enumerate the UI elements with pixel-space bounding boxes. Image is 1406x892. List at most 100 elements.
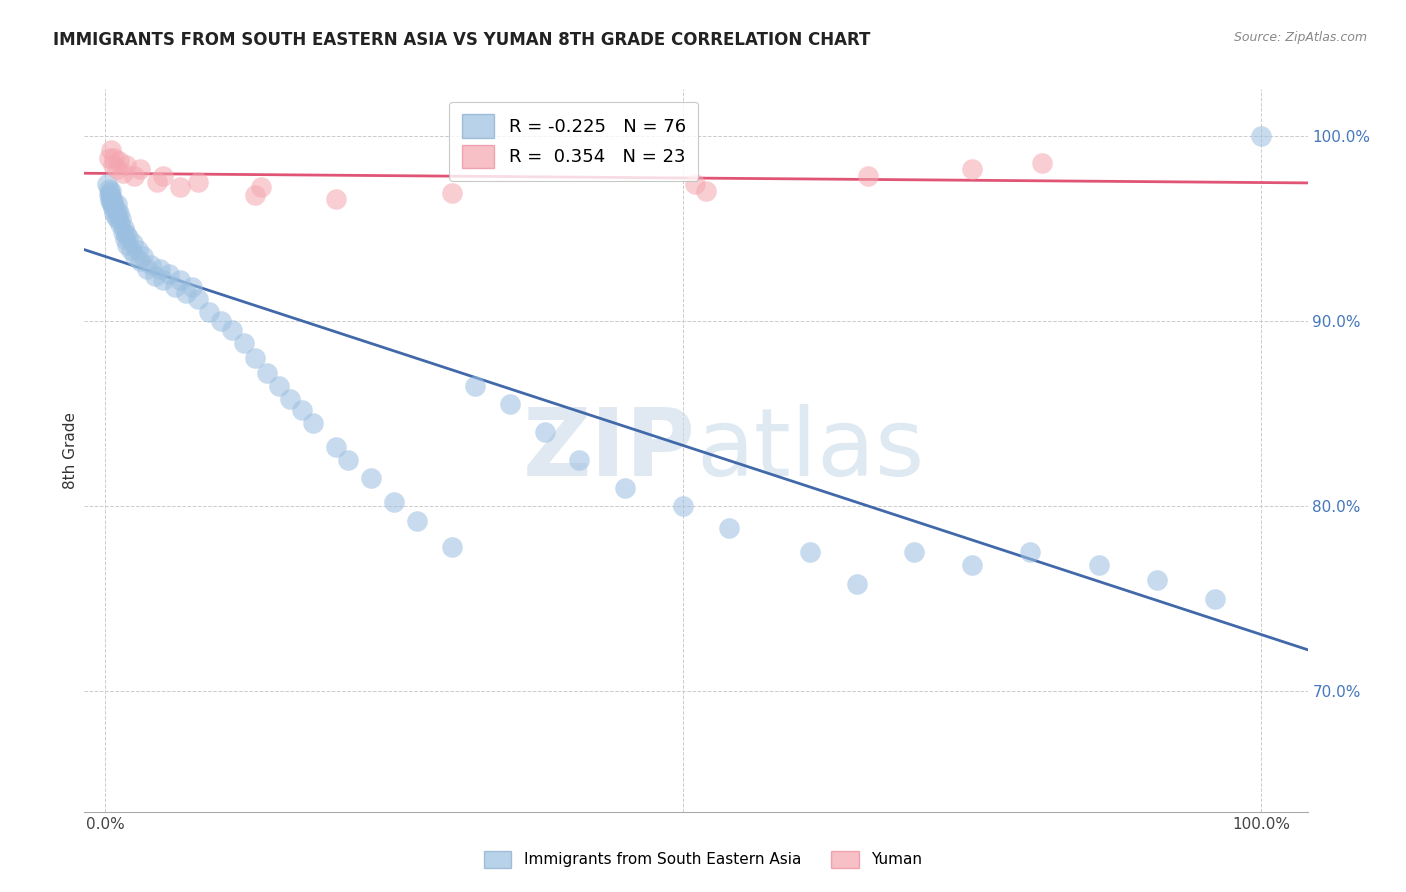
Point bbox=[112, 221, 135, 235]
Point bbox=[98, 186, 121, 200]
Point bbox=[101, 197, 124, 211]
Point bbox=[198, 304, 221, 318]
Point bbox=[325, 440, 347, 454]
Point bbox=[97, 187, 120, 202]
Point bbox=[135, 261, 157, 276]
Point bbox=[100, 184, 122, 198]
Point bbox=[962, 161, 984, 176]
Point bbox=[683, 177, 706, 191]
Point bbox=[245, 351, 267, 365]
Y-axis label: 8th Grade: 8th Grade bbox=[63, 412, 77, 489]
Point bbox=[111, 225, 134, 239]
Point bbox=[440, 540, 463, 554]
Point bbox=[100, 144, 122, 158]
Point bbox=[97, 182, 120, 196]
Point bbox=[250, 180, 273, 194]
Point bbox=[104, 210, 127, 224]
Point bbox=[440, 186, 463, 200]
Point bbox=[107, 211, 129, 226]
Point bbox=[101, 192, 124, 206]
Point bbox=[117, 230, 139, 244]
Point bbox=[127, 244, 149, 258]
Text: IMMIGRANTS FROM SOUTH EASTERN ASIA VS YUMAN 8TH GRADE CORRELATION CHART: IMMIGRANTS FROM SOUTH EASTERN ASIA VS YU… bbox=[53, 31, 870, 49]
Point bbox=[267, 378, 290, 392]
Point bbox=[97, 151, 120, 165]
Point bbox=[1146, 573, 1168, 587]
Point bbox=[256, 366, 278, 380]
Point bbox=[132, 249, 155, 263]
Point bbox=[221, 323, 243, 337]
Point bbox=[100, 189, 122, 203]
Point bbox=[143, 269, 166, 284]
Point bbox=[110, 211, 132, 226]
Point bbox=[302, 416, 325, 430]
Point bbox=[1019, 545, 1042, 559]
Point bbox=[111, 165, 134, 179]
Point bbox=[169, 273, 191, 287]
Text: atlas: atlas bbox=[696, 404, 924, 497]
Point bbox=[695, 184, 717, 198]
Legend: Immigrants from South Eastern Asia, Yuman: Immigrants from South Eastern Asia, Yuma… bbox=[478, 845, 928, 873]
Point bbox=[98, 194, 121, 208]
Point bbox=[614, 481, 637, 495]
Point bbox=[1204, 591, 1226, 606]
Point bbox=[568, 452, 591, 467]
Point bbox=[128, 161, 150, 176]
Point bbox=[406, 514, 429, 528]
Legend: R = -0.225   N = 76, R =  0.354   N = 23: R = -0.225 N = 76, R = 0.354 N = 23 bbox=[449, 102, 699, 181]
Point bbox=[845, 577, 868, 591]
Point bbox=[1088, 558, 1111, 573]
Point bbox=[533, 425, 555, 439]
Point bbox=[1031, 156, 1053, 170]
Point bbox=[962, 558, 984, 573]
Point bbox=[278, 392, 301, 406]
Point bbox=[103, 199, 125, 213]
Point bbox=[360, 471, 382, 485]
Point bbox=[1250, 128, 1272, 143]
Point bbox=[146, 175, 169, 189]
Text: Source: ZipAtlas.com: Source: ZipAtlas.com bbox=[1233, 31, 1367, 45]
Point bbox=[187, 175, 209, 189]
Point bbox=[180, 280, 202, 294]
Point bbox=[96, 177, 118, 191]
Point bbox=[103, 158, 125, 172]
Point bbox=[209, 314, 232, 328]
Point bbox=[115, 227, 138, 241]
Point bbox=[115, 158, 138, 172]
Point bbox=[105, 204, 128, 219]
Point bbox=[141, 258, 163, 272]
Point bbox=[114, 232, 136, 246]
Point bbox=[232, 336, 254, 351]
Point bbox=[108, 206, 131, 220]
Point bbox=[100, 195, 122, 210]
Point bbox=[108, 218, 131, 232]
Point bbox=[105, 197, 128, 211]
Point bbox=[128, 254, 150, 268]
Point bbox=[122, 235, 145, 250]
Point bbox=[325, 192, 347, 206]
Point bbox=[382, 495, 405, 509]
Point bbox=[157, 268, 180, 282]
Point bbox=[672, 499, 695, 513]
Point bbox=[187, 292, 209, 306]
Text: ZIP: ZIP bbox=[523, 404, 696, 497]
Point bbox=[499, 397, 522, 411]
Point bbox=[718, 521, 741, 535]
Point bbox=[115, 237, 138, 252]
Point bbox=[122, 169, 145, 184]
Point bbox=[858, 169, 880, 184]
Point bbox=[245, 187, 267, 202]
Point bbox=[120, 244, 142, 258]
Point bbox=[903, 545, 925, 559]
Point bbox=[108, 154, 131, 169]
Point bbox=[103, 206, 125, 220]
Point bbox=[103, 195, 125, 210]
Point bbox=[174, 285, 197, 300]
Point bbox=[169, 180, 191, 194]
Point bbox=[464, 378, 486, 392]
Point bbox=[148, 261, 170, 276]
Point bbox=[291, 402, 314, 417]
Point bbox=[163, 280, 186, 294]
Point bbox=[336, 452, 359, 467]
Point bbox=[799, 545, 821, 559]
